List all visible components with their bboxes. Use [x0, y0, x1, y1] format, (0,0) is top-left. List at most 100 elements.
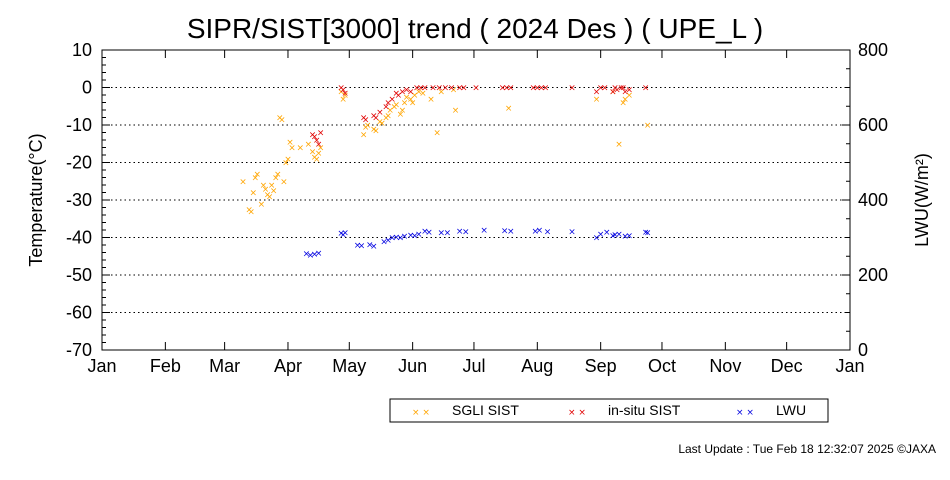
data-point: × [303, 250, 311, 260]
legend-item: × × in-situ SIST [568, 402, 681, 418]
data-point: × [401, 99, 409, 109]
data-point: × [462, 228, 470, 238]
data-point: × [611, 84, 619, 94]
data-point: × [378, 119, 386, 129]
data-point: × [358, 241, 366, 251]
data-point: × [609, 231, 617, 241]
data-point: × [621, 232, 629, 242]
data-point: × [403, 85, 411, 95]
data-point: × [393, 233, 401, 243]
x-tick-label: Jul [462, 356, 485, 376]
data-point: × [536, 226, 544, 236]
data-point: × [544, 228, 552, 238]
data-point: × [370, 242, 378, 252]
data-point: × [239, 177, 247, 187]
data-point: × [337, 229, 345, 239]
data-point: × [531, 227, 539, 237]
data-point: × [415, 87, 423, 97]
data-point: × [397, 110, 405, 120]
data-point: × [413, 84, 421, 94]
data-point: × [339, 95, 347, 105]
x-tick-label: Feb [150, 356, 181, 376]
data-points: ×××××××××××××××××××××× × ×××××××××××××××××… [239, 84, 651, 261]
data-point: × [384, 112, 392, 122]
y2-tick-label: 0 [858, 340, 868, 360]
data-point: × [597, 230, 605, 240]
legend-symbol: × × [412, 408, 430, 418]
data-point: × [386, 106, 394, 116]
data-point: × [311, 250, 319, 260]
data-point: × [409, 99, 417, 109]
data-point: × [472, 84, 480, 94]
data-point: × [407, 87, 415, 97]
data-point: × [407, 231, 415, 241]
data-point: × [370, 112, 378, 122]
data-point: × [384, 236, 392, 246]
data-point: × [433, 129, 441, 139]
last-update-text: Last Update : Tue Feb 18 12:32:07 2025 ©… [678, 442, 936, 456]
data-point: × [411, 91, 419, 101]
data-point: × [407, 95, 415, 105]
data-point: × [309, 147, 317, 157]
data-point: × [364, 121, 372, 131]
data-point: × [435, 84, 443, 94]
data-point: × [388, 95, 396, 105]
data-point: × [448, 84, 456, 94]
data-point: × [309, 130, 317, 140]
data-point: × [450, 85, 458, 95]
data-point: × [399, 106, 407, 116]
data-point: × [390, 102, 398, 112]
data-point: × [388, 234, 396, 244]
x-tick-label: Nov [709, 356, 741, 376]
data-point: × [505, 104, 513, 114]
data-point: × [272, 174, 280, 184]
data-point: × [421, 227, 429, 237]
x-tick-label: Mar [209, 356, 240, 376]
data-point: × [315, 149, 323, 159]
data-point: × [626, 85, 634, 95]
data-point: × [268, 181, 276, 191]
x-tick-label: Jan [87, 356, 116, 376]
y2-tick-label: 400 [858, 190, 888, 210]
data-point: × [372, 114, 380, 124]
y2-axis-label: LWU(W/m²) [912, 153, 932, 247]
x-tick-label: Oct [648, 356, 676, 376]
data-point: × [442, 84, 450, 94]
data-point: × [419, 89, 427, 99]
data-point: × [425, 228, 433, 238]
data-point: × [421, 84, 429, 94]
data-point: × [644, 229, 652, 239]
y-tick-label: 10 [72, 40, 92, 60]
data-point: × [252, 174, 260, 184]
data-point: × [315, 249, 323, 259]
data-point: × [613, 85, 621, 95]
data-point: × [399, 87, 407, 97]
data-point: × [315, 140, 323, 150]
data-point: × [642, 84, 650, 94]
data-point: × [370, 125, 378, 135]
data-point: × [341, 228, 349, 238]
data-point: × [247, 207, 255, 217]
chart-title: SIPR/SIST[3000] trend ( 2024 Des ) ( UPE… [187, 13, 763, 44]
x-tick-label: Jun [398, 356, 427, 376]
y-tick-label: -20 [66, 153, 92, 173]
data-point: × [341, 91, 349, 101]
data-point: × [456, 84, 464, 94]
y-tick-label: -10 [66, 115, 92, 135]
data-point: × [642, 228, 650, 238]
y-tick-label: 0 [82, 78, 92, 98]
data-point: × [411, 232, 419, 242]
legend-item: × × LWU [736, 402, 806, 418]
data-point: × [427, 95, 435, 105]
data-point: × [437, 87, 445, 97]
data-point: × [362, 115, 370, 125]
data-point: × [266, 192, 274, 202]
data-point: × [621, 87, 629, 97]
data-point: × [603, 228, 611, 238]
data-point: × [626, 91, 634, 101]
data-point: × [317, 144, 325, 154]
data-point: × [337, 87, 345, 97]
data-point: × [264, 190, 272, 200]
data-point: × [366, 240, 374, 250]
data-point: × [601, 84, 609, 94]
